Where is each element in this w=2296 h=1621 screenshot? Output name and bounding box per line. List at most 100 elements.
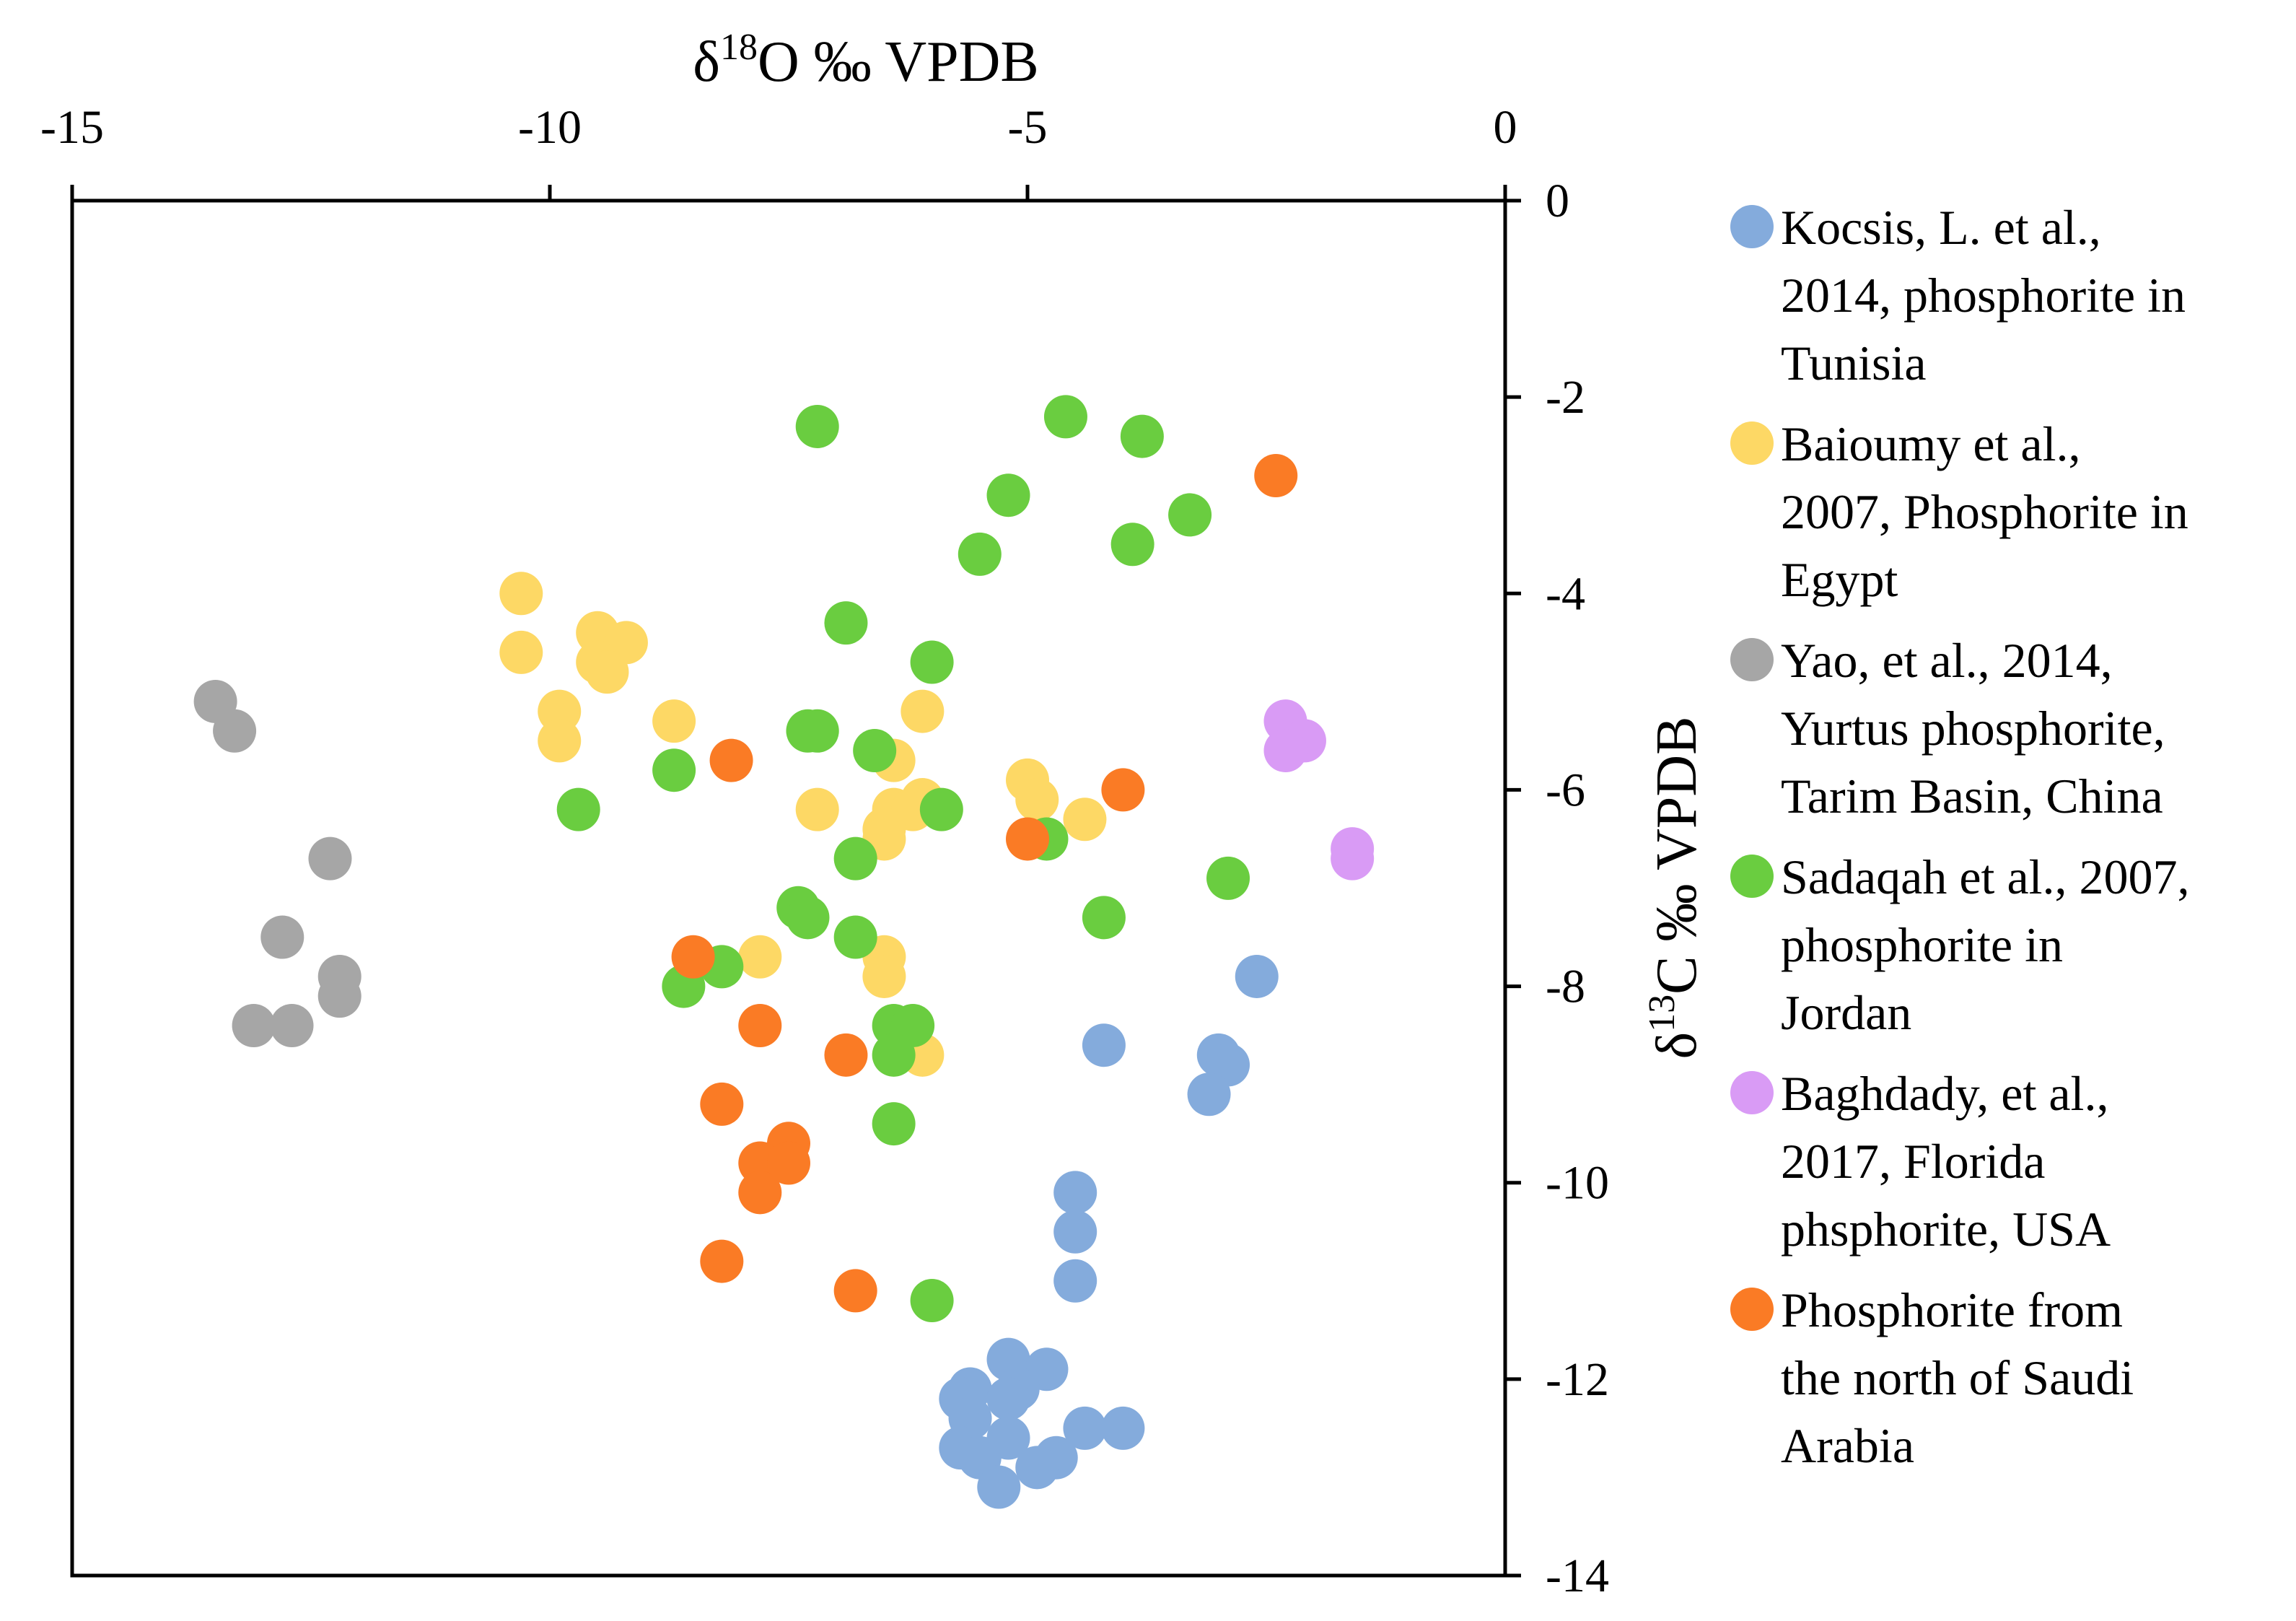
legend: Kocsis, L. et al., 2014, phosphorite in Tu… [1730, 200, 2190, 1473]
x-tick-label: -5 [1008, 101, 1048, 154]
data-point-series-3 [1110, 523, 1154, 567]
data-point-series-5 [671, 935, 715, 979]
data-point-series-5 [824, 1033, 868, 1077]
data-point-series-3 [833, 915, 877, 959]
data-point-series-3 [833, 836, 877, 881]
x-tick-label: -10 [518, 101, 582, 154]
data-point-series-5 [738, 1171, 782, 1215]
data-point-series-0 [1053, 1210, 1097, 1254]
y-tick-label: -8 [1546, 961, 1585, 1013]
data-point-series-3 [872, 1102, 916, 1146]
legend-marker [1730, 638, 1774, 681]
data-point-series-5 [700, 1082, 744, 1126]
y-axis-title-post: C ‰ VPDB [1645, 716, 1709, 994]
y-tick-label: -12 [1546, 1353, 1609, 1406]
x-tick-label: -15 [40, 101, 104, 154]
legend-item: Kocsis, L. et al., 2014, phosphorite in Tu… [1730, 200, 2186, 390]
data-point-series-3 [556, 787, 600, 831]
legend-label-line: Jordan [1781, 985, 1911, 1040]
data-point-series-5 [709, 738, 753, 782]
legend-label-line: Arabia [1781, 1418, 1914, 1473]
data-point-series-3 [1043, 395, 1087, 439]
data-point-series-0 [986, 1377, 1030, 1421]
data-point-series-1 [499, 572, 543, 616]
data-points [193, 395, 1375, 1509]
legend-marker [1730, 1288, 1774, 1331]
data-point-series-3 [824, 601, 868, 645]
y-axis-title-pre: δ [1645, 1032, 1709, 1059]
legend-label-line: the north of Saudi [1781, 1350, 2134, 1405]
plot-area-frame [70, 198, 1507, 1578]
legend-label-line: Yurtus phosphorite, [1781, 701, 2165, 756]
legend-marker [1730, 855, 1774, 898]
legend-label-line: Phosphorite from [1781, 1283, 2123, 1337]
data-point-series-3 [872, 1033, 916, 1077]
data-point-series-2 [270, 1004, 314, 1047]
data-point-series-5 [1101, 768, 1145, 812]
legend-label-line: phsphorite, USA [1781, 1202, 2111, 1257]
data-point-series-3 [986, 473, 1030, 517]
legend-label-line: Tarim Basin, China [1781, 769, 2163, 823]
data-point-series-5 [1006, 817, 1049, 861]
data-point-series-4 [1331, 836, 1375, 881]
legend-item: Yao, et al., 2014, Yurtus phosphorite, Tar… [1730, 633, 2165, 823]
x-axis-title-pre: δ [693, 30, 720, 94]
data-point-series-1 [652, 699, 696, 743]
data-point-series-3 [910, 1279, 954, 1322]
legend-label-line: 2014, phosphorite in [1781, 268, 2186, 323]
y-axis-title: δ13C ‰ VPDB [1642, 716, 1709, 1059]
legend-item: Phosphorite from the north of Saudi Arabia [1730, 1283, 2134, 1473]
data-point-series-3 [1206, 856, 1250, 900]
data-point-series-1 [1015, 778, 1059, 822]
data-point-series-2 [308, 836, 352, 881]
legend-item: Sadaqah et al., 2007, phosphorite in Jorda… [1730, 849, 2190, 1040]
data-point-series-0 [1187, 1072, 1231, 1117]
data-point-series-0 [977, 1465, 1021, 1509]
data-point-series-5 [738, 1004, 782, 1047]
data-point-series-3 [910, 640, 954, 684]
data-point-series-5 [700, 1239, 744, 1283]
data-point-series-5 [767, 1141, 810, 1185]
legend-label-line: 2017, Florida [1781, 1134, 2045, 1189]
legend-label-line: Kocsis, L. et al., [1781, 200, 2101, 255]
data-point-series-2 [317, 974, 362, 1018]
y-tick-label: -4 [1546, 567, 1585, 620]
data-point-series-3 [958, 532, 1002, 576]
y-axis: 0 -2 -4 -6 -8 -10 -12 -14 [1505, 175, 1609, 1602]
data-point-series-3 [1082, 896, 1126, 940]
data-point-series-1 [738, 935, 782, 979]
y-tick-label: -6 [1546, 764, 1585, 816]
legend-label-line: Sadaqah et al., 2007, [1781, 849, 2190, 904]
data-point-series-3 [795, 709, 839, 753]
legend-label-line: 2007, Phosphorite in [1781, 484, 2188, 539]
data-point-series-1 [862, 954, 906, 998]
data-point-series-2 [260, 915, 304, 959]
legend-marker [1730, 205, 1774, 248]
legend-label-line: Baioumy et al., [1781, 416, 2080, 471]
data-point-series-3 [652, 748, 696, 792]
legend-label-line: Baghdady, et al., [1781, 1066, 2108, 1121]
data-point-series-2 [213, 709, 257, 753]
data-point-series-0 [1101, 1406, 1145, 1450]
data-point-series-0 [1082, 1023, 1126, 1067]
legend-marker [1730, 421, 1774, 465]
data-point-series-5 [1254, 454, 1298, 497]
data-point-series-3 [1120, 414, 1164, 458]
data-point-series-0 [1053, 1171, 1097, 1215]
data-point-series-3 [853, 729, 897, 772]
data-point-series-1 [901, 689, 945, 733]
data-point-series-1 [795, 787, 839, 831]
legend-label-line: Tunisia [1781, 336, 1927, 390]
data-point-series-4 [1263, 729, 1307, 772]
legend-item: Baghdady, et al., 2017, Florida phsphorite… [1730, 1066, 2111, 1257]
data-point-series-1 [585, 650, 629, 694]
data-point-series-1 [538, 719, 582, 763]
legend-label-line: Yao, et al., 2014, [1781, 633, 2113, 688]
x-axis: -15 -10 -5 0 [40, 101, 1517, 201]
data-point-series-3 [786, 896, 830, 940]
y-tick-label: 0 [1546, 175, 1569, 227]
data-point-series-0 [1063, 1406, 1107, 1450]
y-tick-label: -10 [1546, 1157, 1609, 1210]
x-axis-title-post: O ‰ VPDB [758, 30, 1039, 94]
